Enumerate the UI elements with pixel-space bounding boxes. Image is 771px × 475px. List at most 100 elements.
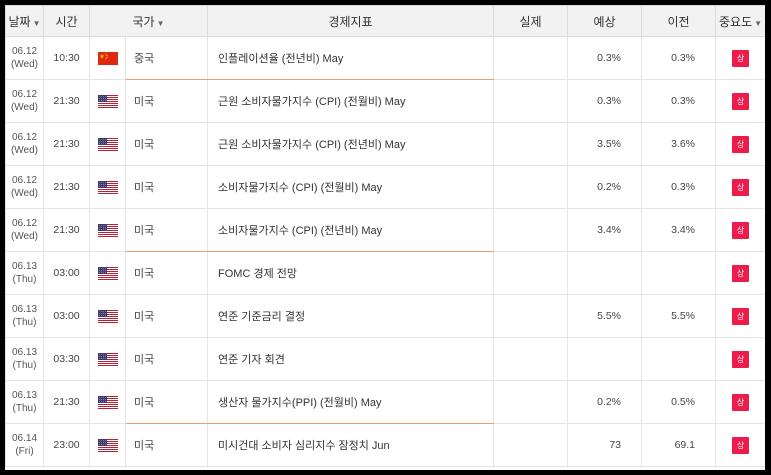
indicator-cell[interactable]: 인플레이션율 (전년비) May [207, 36, 495, 80]
indicator-cell[interactable]: 근원 소비자물가지수 (CPI) (전월비) May [207, 79, 495, 123]
flag-cell [89, 36, 126, 80]
previous-cell [641, 251, 717, 295]
importance-cell: 상 [715, 380, 765, 424]
day-text: (Thu) [12, 317, 37, 328]
actual-cell [493, 294, 569, 338]
time-cell: 10:30 [43, 36, 90, 80]
indicator-cell[interactable]: 연준 기준금리 결정 [207, 294, 495, 338]
date-text: 06.12 [11, 132, 38, 143]
importance-badge: 상 [732, 436, 750, 454]
date-cell: 06.13 (Thu) [5, 294, 44, 338]
table-row[interactable]: 06.12 (Wed) 21:30 미국 소비자물가지수 (CPI) (전월비) May… [5, 165, 765, 209]
us-flag-icon [97, 137, 118, 151]
day-text: (Wed) [10, 59, 39, 70]
header-importance-label: 중요도 [718, 14, 753, 29]
forecast-cell [567, 337, 643, 381]
indicator-cell[interactable]: 연준 기자 회견 [207, 337, 495, 381]
header-date-label: 날짜 [8, 14, 31, 29]
header-time: 시간 [43, 5, 90, 37]
table-row[interactable]: 06.14 (Fri) 23:00 미국 미시건대 소비자 심리지수 잠정치 Jun 73… [5, 423, 765, 467]
date-text: 06.13 [11, 347, 38, 358]
header-date[interactable]: 날짜 ▼ [5, 5, 44, 37]
day-text: (Wed) [10, 102, 39, 113]
actual-cell [493, 423, 569, 467]
time-cell: 21:30 [43, 165, 90, 209]
importance-cell: 상 [715, 294, 765, 338]
date-text: 06.12 [11, 89, 38, 100]
importance-cell: 상 [715, 208, 765, 252]
table-row[interactable]: 06.12 (Wed) 10:30 중국 인플레이션율 (전년비) May 0.3% 0.3… [5, 36, 765, 80]
previous-cell: 5.5% [641, 294, 717, 338]
previous-cell: 3.6% [641, 122, 717, 166]
indicator-cell[interactable]: FOMC 경제 전망 [207, 251, 495, 295]
indicator-cell[interactable]: 소비자물가지수 (CPI) (전월비) May [207, 165, 495, 209]
previous-cell [641, 337, 717, 381]
date-cell: 06.12 (Wed) [5, 36, 44, 80]
table-row[interactable]: 06.12 (Wed) 21:30 미국 근원 소비자물가지수 (CPI) (전월비) … [5, 79, 765, 123]
table-row[interactable]: 06.13 (Thu) 03:30 미국 연준 기자 회견 상 [5, 337, 765, 381]
date-cell: 06.12 (Wed) [5, 79, 44, 123]
day-text: (Wed) [10, 145, 39, 156]
date-text: 06.14 [11, 433, 38, 444]
flag-cell [89, 423, 126, 467]
flag-cell [89, 251, 126, 295]
country-cell: 미국 [124, 337, 209, 381]
economic-calendar: 날짜 ▼ 시간 국가 ▼ 경제지표 실제 예상 이전 중요도 ▼ 06.12 (Wed)… [5, 5, 765, 470]
indicator-cell[interactable]: 소비자물가지수 (CPI) (전년비) May [207, 208, 495, 252]
day-text: (Thu) [12, 274, 37, 285]
header-country[interactable]: 국가 ▼ [88, 5, 209, 37]
us-flag-icon [97, 266, 118, 280]
flag-cell [89, 294, 126, 338]
us-flag-icon [97, 180, 118, 194]
actual-cell [493, 208, 569, 252]
country-cell: 미국 [124, 423, 209, 467]
flag-cell [89, 165, 126, 209]
sort-arrow-icon: ▼ [32, 18, 41, 28]
importance-cell: 상 [715, 79, 765, 123]
forecast-cell: 0.2% [567, 165, 643, 209]
header-country-label: 국가 [132, 14, 155, 29]
time-cell: 21:30 [43, 79, 90, 123]
header-importance[interactable]: 중요도 ▼ [715, 5, 765, 37]
date-cell: 06.12 (Wed) [5, 165, 44, 209]
date-cell: 06.12 (Wed) [5, 208, 44, 252]
previous-cell: 0.3% [641, 79, 717, 123]
header-previous-label: 이전 [667, 14, 690, 29]
header-actual: 실제 [493, 5, 569, 37]
date-text: 06.13 [11, 304, 38, 315]
importance-badge: 상 [732, 178, 750, 196]
forecast-cell: 0.3% [567, 79, 643, 123]
importance-badge: 상 [732, 393, 750, 411]
table-row[interactable]: 06.13 (Thu) 03:00 미국 연준 기준금리 결정 5.5% 5.5% 상 [5, 294, 765, 338]
table-row[interactable]: 06.13 (Thu) 03:00 미국 FOMC 경제 전망 상 [5, 251, 765, 295]
country-cell: 미국 [124, 251, 209, 295]
table-row[interactable]: 06.12 (Wed) 21:30 미국 근원 소비자물가지수 (CPI) (전년비) … [5, 122, 765, 166]
actual-cell [493, 380, 569, 424]
importance-badge: 상 [732, 264, 750, 282]
importance-badge: 상 [732, 49, 750, 67]
indicator-cell[interactable]: 근원 소비자물가지수 (CPI) (전년비) May [207, 122, 495, 166]
actual-cell [493, 36, 569, 80]
importance-cell: 상 [715, 122, 765, 166]
table-row[interactable]: 06.12 (Wed) 21:30 미국 소비자물가지수 (CPI) (전년비) May… [5, 208, 765, 252]
flag-cell [89, 337, 126, 381]
actual-cell [493, 251, 569, 295]
actual-cell [493, 165, 569, 209]
forecast-cell: 5.5% [567, 294, 643, 338]
us-flag-icon [97, 395, 118, 409]
previous-cell: 3.4% [641, 208, 717, 252]
previous-cell: 0.3% [641, 165, 717, 209]
time-cell: 21:30 [43, 122, 90, 166]
day-text: (Wed) [10, 188, 39, 199]
flag-cell [89, 122, 126, 166]
indicator-cell[interactable]: 미시건대 소비자 심리지수 잠정치 Jun [207, 423, 495, 467]
forecast-cell: 3.5% [567, 122, 643, 166]
country-cell: 미국 [124, 208, 209, 252]
importance-cell: 상 [715, 423, 765, 467]
header-row: 날짜 ▼ 시간 국가 ▼ 경제지표 실제 예상 이전 중요도 ▼ [5, 5, 765, 37]
table-row[interactable]: 06.13 (Thu) 21:30 미국 생산자 물가지수(PPI) (전월비) May… [5, 380, 765, 424]
date-text: 06.12 [11, 46, 38, 57]
time-cell: 03:00 [43, 251, 90, 295]
indicator-cell[interactable]: 생산자 물가지수(PPI) (전월비) May [207, 380, 495, 424]
importance-badge: 상 [732, 307, 750, 325]
